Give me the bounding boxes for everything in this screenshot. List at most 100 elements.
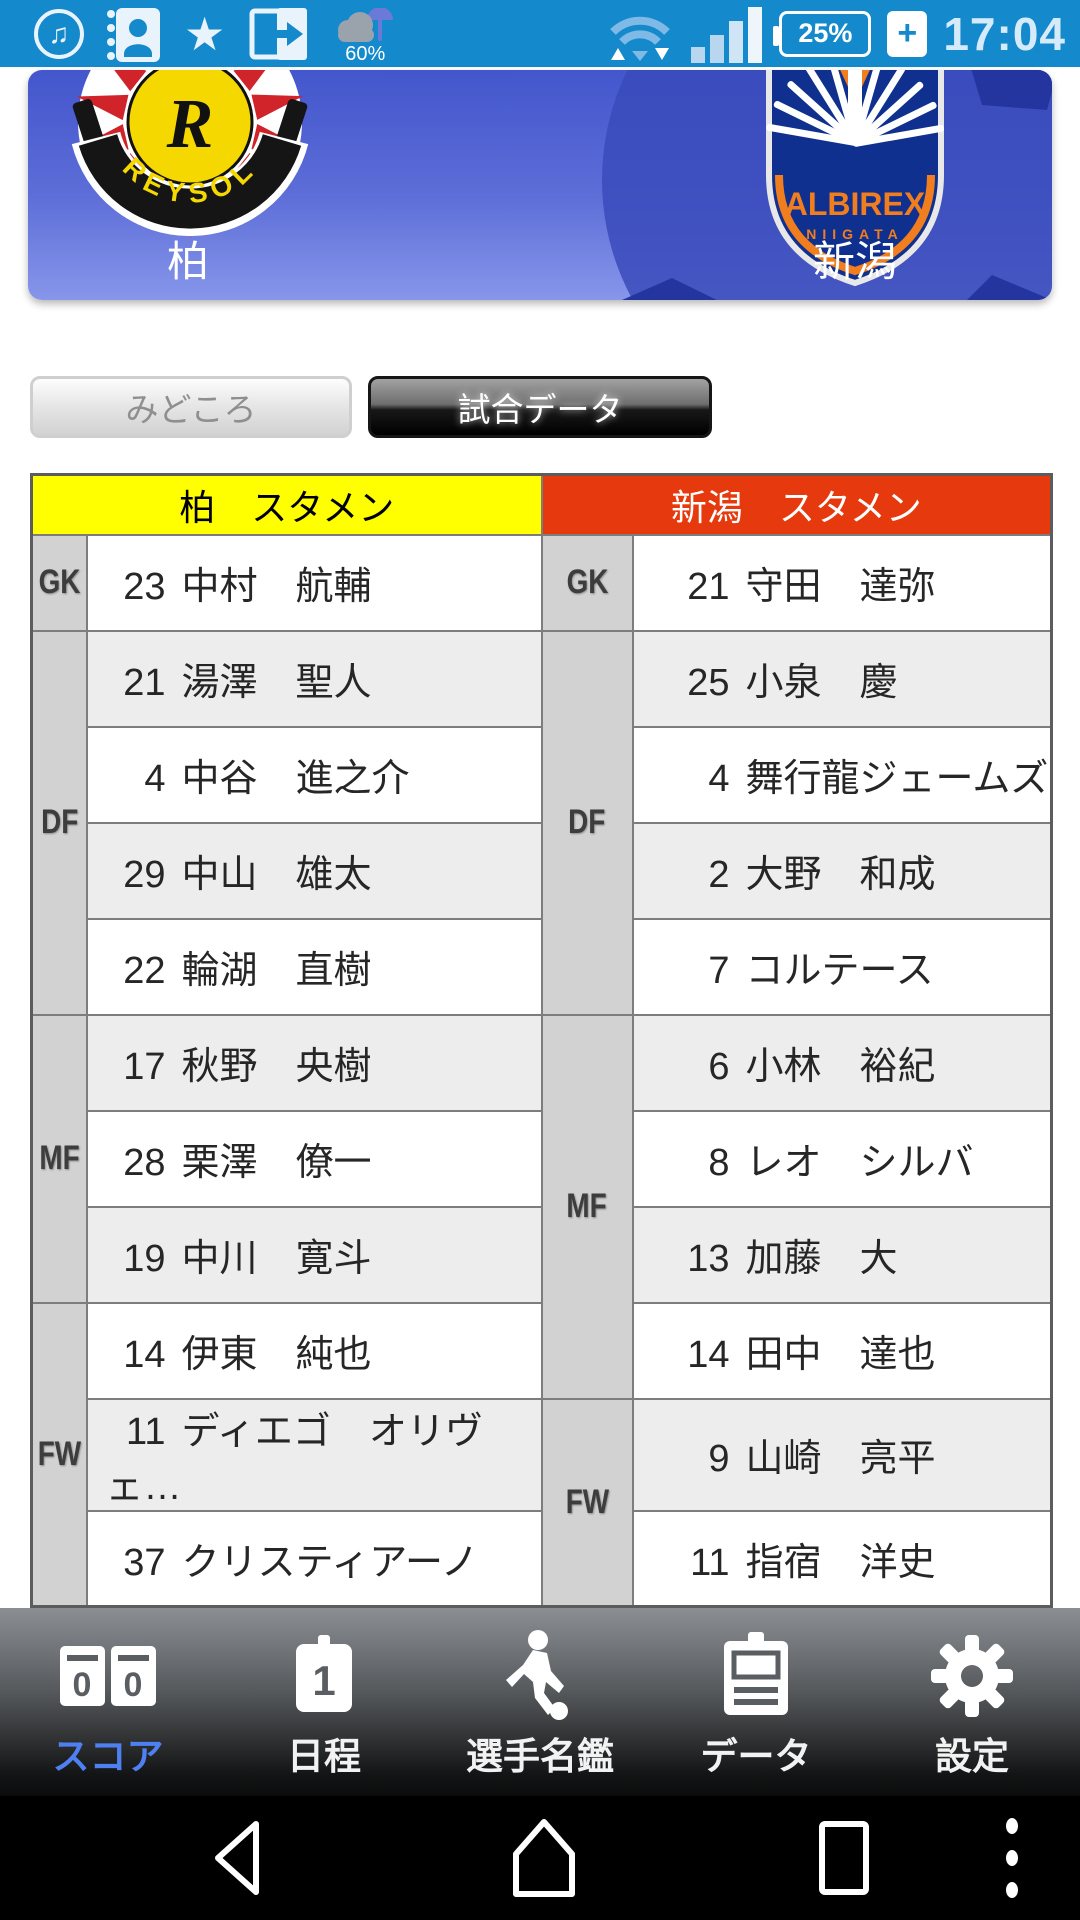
lineup-row: 29 中山 雄太 2 大野 和成 xyxy=(32,821,1053,920)
away-team-name: 新潟 xyxy=(812,238,897,285)
player-cell[interactable]: 29 中山 雄太 xyxy=(85,821,543,920)
player-number: 21 xyxy=(123,662,166,704)
scoreboard-icon: 0 0 xyxy=(58,1628,158,1724)
kashiwa-reysol-logo: R REYSOL xyxy=(71,70,309,239)
lineup-row: 19 中川 寛斗 13 加藤 大 xyxy=(32,1205,1053,1304)
lineup-row: FW 14 伊東 純也 14 田中 達也 xyxy=(30,1301,1053,1608)
player-name: 田中 達也 xyxy=(745,1334,936,1376)
player-number: 21 xyxy=(687,566,730,608)
player-number: 7 xyxy=(708,950,730,992)
player-number: 19 xyxy=(123,1238,166,1280)
player-cell[interactable]: 4 舞行龍ジェームズ xyxy=(631,725,1053,824)
player-number: 13 xyxy=(687,1238,730,1280)
match-header-card: R REYSOL xyxy=(28,70,1052,300)
player-cell[interactable]: 9 山崎 亮平 xyxy=(631,1397,1053,1512)
back-button[interactable] xyxy=(204,1816,274,1900)
status-bar-right-icons: 25% + 17:04 xyxy=(605,5,1080,63)
battery-icon: 25% xyxy=(773,10,872,57)
lineup-table-grid: 柏 スタメン 新潟 スタメン GK 23 中村 航輔 GK 21 守田 達弥 DF 21 湯澤 聖人… xyxy=(30,473,1054,1608)
lineup-row: MF 17 秋野 央樹 MF 6 小林 裕紀 xyxy=(30,1013,1053,1400)
tab-match-data[interactable]: 試合データ xyxy=(368,376,712,438)
signal-icon xyxy=(691,6,763,63)
player-cell[interactable]: 13 加藤 大 xyxy=(631,1205,1053,1304)
player-cell[interactable]: 11 指宿 洋史 xyxy=(631,1509,1053,1608)
tab-highlights[interactable]: みどころ xyxy=(30,376,352,438)
player-cell[interactable]: 2 大野 和成 xyxy=(631,821,1053,920)
svg-text:NIIGATA: NIIGATA xyxy=(806,226,903,242)
player-cell[interactable]: 7 コルテース xyxy=(631,917,1053,1016)
player-number: 14 xyxy=(123,1334,166,1376)
player-name: 加藤 大 xyxy=(745,1238,898,1280)
player-cell[interactable]: 6 小林 裕紀 xyxy=(631,1013,1053,1112)
home-button[interactable] xyxy=(502,1816,586,1900)
player-cell[interactable]: 28 栗澤 僚一 xyxy=(85,1109,543,1208)
player-number: 17 xyxy=(123,1046,166,1088)
player-number: 2 xyxy=(708,854,730,896)
gear-icon xyxy=(929,1628,1015,1724)
nav-label: データ xyxy=(700,1736,812,1777)
tab-row: みどころ 試合データ xyxy=(30,376,1050,438)
player-cell[interactable]: 4 中谷 進之介 xyxy=(85,725,543,824)
player-name: 山崎 亮平 xyxy=(745,1438,936,1480)
player-number: 4 xyxy=(708,758,730,800)
player-name: 舞行龍ジェームズ xyxy=(745,758,1049,800)
nav-item-settings[interactable]: 設定 xyxy=(864,1608,1080,1796)
player-name: 秋野 央樹 xyxy=(181,1046,372,1088)
player-number: 14 xyxy=(687,1334,730,1376)
lineup-header-away: 新潟 スタメン xyxy=(540,473,1053,536)
player-cell[interactable]: 23 中村 航輔 xyxy=(85,533,543,632)
player-name: 中谷 進之介 xyxy=(181,758,410,800)
albirex-niigata-logo: ALBIREX NIIGATA xyxy=(765,70,945,287)
player-number: 8 xyxy=(708,1142,730,1184)
screen-share-icon xyxy=(249,7,308,60)
player-cell[interactable]: 14 田中 達也 xyxy=(631,1301,1053,1400)
player-cell[interactable]: 8 レオ シルバ xyxy=(631,1109,1053,1208)
wifi-icon xyxy=(610,16,671,61)
player-cell[interactable]: 17 秋野 央樹 xyxy=(85,1013,543,1112)
player-number: 11 xyxy=(690,1541,730,1584)
svg-text:0: 0 xyxy=(73,1666,92,1704)
player-name: 湯澤 聖人 xyxy=(181,662,372,704)
player-name: 小林 裕紀 xyxy=(745,1046,936,1088)
player-cell[interactable]: 19 中川 寛斗 xyxy=(85,1205,543,1304)
player-number: 6 xyxy=(708,1046,730,1088)
player-cell[interactable]: 21 湯澤 聖人 xyxy=(85,629,543,728)
charging-plus-icon: + xyxy=(887,10,928,57)
player-number: 23 xyxy=(123,566,166,608)
nav-item-data[interactable]: データ xyxy=(648,1608,864,1796)
clipboard-icon xyxy=(719,1628,793,1724)
soccer-player-icon xyxy=(502,1628,578,1724)
recents-button[interactable] xyxy=(804,1816,884,1900)
player-number: 4 xyxy=(144,758,166,800)
menu-dots-icon[interactable] xyxy=(1002,1814,1022,1902)
lineup-table: 柏 スタメン 新潟 スタメン GK 23 中村 航輔 GK 21 守田 達弥 DF 21 湯澤 聖人… xyxy=(30,473,1054,1608)
svg-text:0: 0 xyxy=(124,1666,143,1704)
position-cell-df: DF xyxy=(30,629,88,1016)
lineup-row: 28 栗澤 僚一 8 レオ シルバ xyxy=(32,1109,1053,1208)
player-cell[interactable]: 37 クリスティアーノ xyxy=(85,1509,543,1608)
player-name: 小泉 慶 xyxy=(745,662,898,704)
weather-percent: 60% xyxy=(345,42,386,65)
position-cell-mf: MF xyxy=(30,1013,88,1304)
lineup-row: DF 21 湯澤 聖人 DF 25 小泉 慶 xyxy=(30,629,1053,1016)
player-number: 22 xyxy=(123,950,166,992)
player-number: 9 xyxy=(708,1438,730,1480)
status-clock: 17:04 xyxy=(943,7,1066,60)
player-cell[interactable]: 21 守田 達弥 xyxy=(631,533,1053,632)
player-name: クリスティアーノ xyxy=(181,1541,479,1584)
player-name: 伊東 純也 xyxy=(181,1334,372,1376)
player-cell[interactable]: 11 ディエゴ オリヴェ… xyxy=(85,1397,543,1512)
player-cell[interactable]: 22 輪湖 直樹 xyxy=(85,917,543,1016)
lineup-header-home: 柏 スタメン xyxy=(30,473,543,536)
player-name: コルテース xyxy=(745,950,934,992)
app-bottom-nav: 0 0 スコア 1 日程 xyxy=(0,1608,1080,1796)
nav-item-schedule[interactable]: 1 日程 xyxy=(216,1608,432,1796)
svg-text:1: 1 xyxy=(312,1657,335,1704)
nav-item-players[interactable]: 選手名鑑 xyxy=(432,1608,648,1796)
player-cell[interactable]: 25 小泉 慶 xyxy=(631,629,1053,728)
nav-label: 日程 xyxy=(287,1736,361,1777)
nav-item-score[interactable]: 0 0 スコア xyxy=(0,1608,216,1796)
player-name: 栗澤 僚一 xyxy=(181,1142,372,1184)
player-cell[interactable]: 14 伊東 純也 xyxy=(85,1301,543,1400)
